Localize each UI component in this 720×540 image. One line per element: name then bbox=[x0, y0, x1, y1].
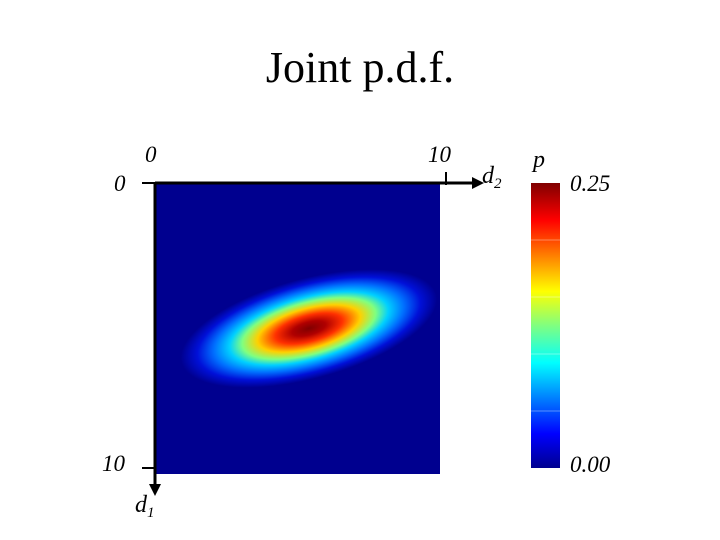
colorbar-label: p bbox=[531, 147, 545, 173]
colorbar-max-label: 0.25 bbox=[570, 171, 610, 196]
y-axis-subscript: 1 bbox=[147, 505, 155, 521]
x-tick-label-10: 10 bbox=[428, 142, 452, 167]
x-axis-label: d2 bbox=[482, 163, 502, 192]
pdf-density-blob bbox=[180, 269, 438, 388]
y-axis-variable: d bbox=[135, 492, 148, 518]
colorbar-min-label: 0.00 bbox=[570, 452, 611, 477]
y-axis-label: d1 bbox=[135, 492, 155, 521]
x-axis-arrowhead bbox=[472, 177, 484, 189]
x-axis-variable: d bbox=[482, 163, 495, 189]
y-axis-arrowhead bbox=[149, 484, 161, 496]
x-axis-subscript: 2 bbox=[494, 176, 502, 192]
x-tick-label-0: 0 bbox=[145, 142, 157, 167]
chart-title: Joint p.d.f. bbox=[265, 43, 455, 92]
y-tick-label-10: 10 bbox=[102, 451, 126, 476]
y-tick-label-0: 0 bbox=[114, 171, 126, 196]
colorbar bbox=[531, 183, 560, 468]
